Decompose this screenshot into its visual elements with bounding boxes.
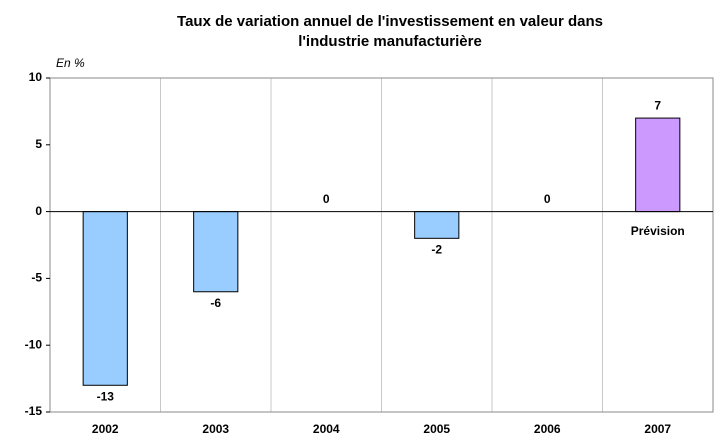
bar bbox=[82, 211, 128, 386]
x-tick-label: 2004 bbox=[313, 422, 340, 436]
bar bbox=[635, 117, 681, 213]
x-tick-label: 2006 bbox=[534, 422, 561, 436]
x-tick-label: 2005 bbox=[423, 422, 450, 436]
y-tick-label: 10 bbox=[29, 70, 43, 84]
y-tick-label: -15 bbox=[25, 404, 43, 418]
value-label: -13 bbox=[97, 389, 115, 403]
value-label: 0 bbox=[544, 192, 551, 206]
chart-title: Taux de variation annuel de l'investisse… bbox=[177, 13, 603, 50]
value-label: -2 bbox=[431, 242, 442, 256]
x-tick-label: 2007 bbox=[644, 422, 671, 436]
bar bbox=[414, 211, 460, 239]
x-tick-label: 2002 bbox=[92, 422, 119, 436]
value-label: -6 bbox=[210, 296, 221, 310]
annotation: Prévision bbox=[631, 224, 685, 238]
y-tick-label: 5 bbox=[35, 137, 42, 151]
value-label: 0 bbox=[323, 192, 330, 206]
bar bbox=[193, 211, 239, 293]
x-tick-label: 2003 bbox=[202, 422, 229, 436]
y-tick-label: -5 bbox=[31, 271, 42, 285]
y-tick-label: 0 bbox=[35, 204, 42, 218]
y-axis-label: En % bbox=[56, 56, 85, 70]
plot-frame bbox=[49, 77, 714, 413]
y-tick-label: -10 bbox=[25, 337, 43, 351]
value-label: 7 bbox=[654, 98, 661, 112]
